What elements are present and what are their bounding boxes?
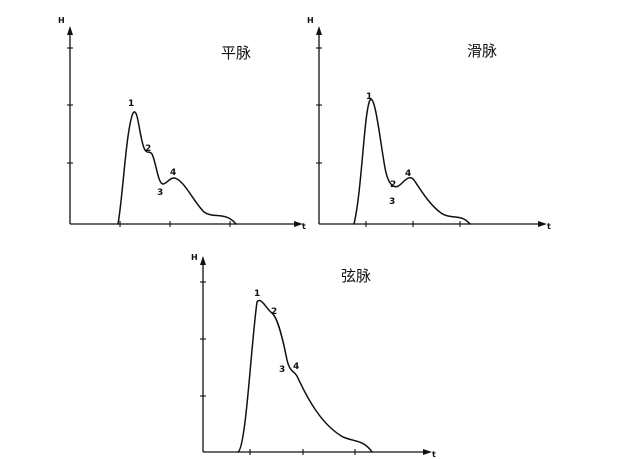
x-axis-label: t	[302, 222, 306, 231]
panel-1: H t 1 2 3 4 平脉	[58, 16, 306, 231]
wave-point-label: 4	[170, 168, 176, 178]
wave-point-label: 1	[254, 289, 260, 299]
pulse-waveform-curve	[353, 98, 471, 225]
wave-point-label: 1	[366, 92, 372, 102]
x-axis-arrow-icon	[423, 449, 432, 455]
wave-point-label: 2	[145, 144, 151, 154]
y-axis-label: H	[58, 16, 65, 25]
panel-title: 弦脉	[341, 267, 371, 285]
x-axis-label: t	[547, 222, 551, 231]
wave-point-label: 4	[405, 169, 411, 179]
wave-point-label: 2	[390, 180, 396, 190]
panel-title: 平脉	[221, 44, 251, 62]
wave-point-label: 1	[128, 99, 134, 109]
y-axis-arrow-icon	[67, 26, 73, 35]
y-axis-arrow-icon	[200, 256, 206, 265]
y-axis-label: H	[307, 16, 314, 25]
pulse-waveform-curve	[237, 299, 373, 453]
wave-point-label: 4	[293, 362, 299, 372]
wave-point-label: 2	[271, 307, 277, 317]
pulse-waveform-curve	[117, 111, 237, 225]
x-axis-arrow-icon	[538, 221, 547, 227]
y-axis-arrow-icon	[316, 26, 322, 35]
wave-point-label: 3	[157, 188, 163, 198]
panel-title: 滑脉	[467, 42, 497, 60]
wave-point-label: 3	[389, 197, 395, 207]
y-axis-label: H	[191, 253, 198, 262]
x-axis-arrow-icon	[294, 221, 303, 227]
wave-point-label: 3	[279, 365, 285, 375]
x-axis-label: t	[432, 450, 436, 459]
panel-3: H t 1 2 3 4 弦脉	[191, 253, 436, 459]
panel-2: H t 1 2 3 4 滑脉	[307, 16, 551, 231]
